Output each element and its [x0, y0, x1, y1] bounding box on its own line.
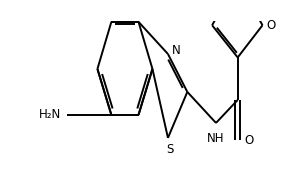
Text: S: S [166, 143, 174, 156]
Text: NH: NH [207, 132, 225, 145]
Text: H₂N: H₂N [39, 108, 61, 121]
Text: O: O [266, 19, 275, 32]
Text: O: O [245, 134, 254, 147]
Text: N: N [172, 45, 180, 57]
